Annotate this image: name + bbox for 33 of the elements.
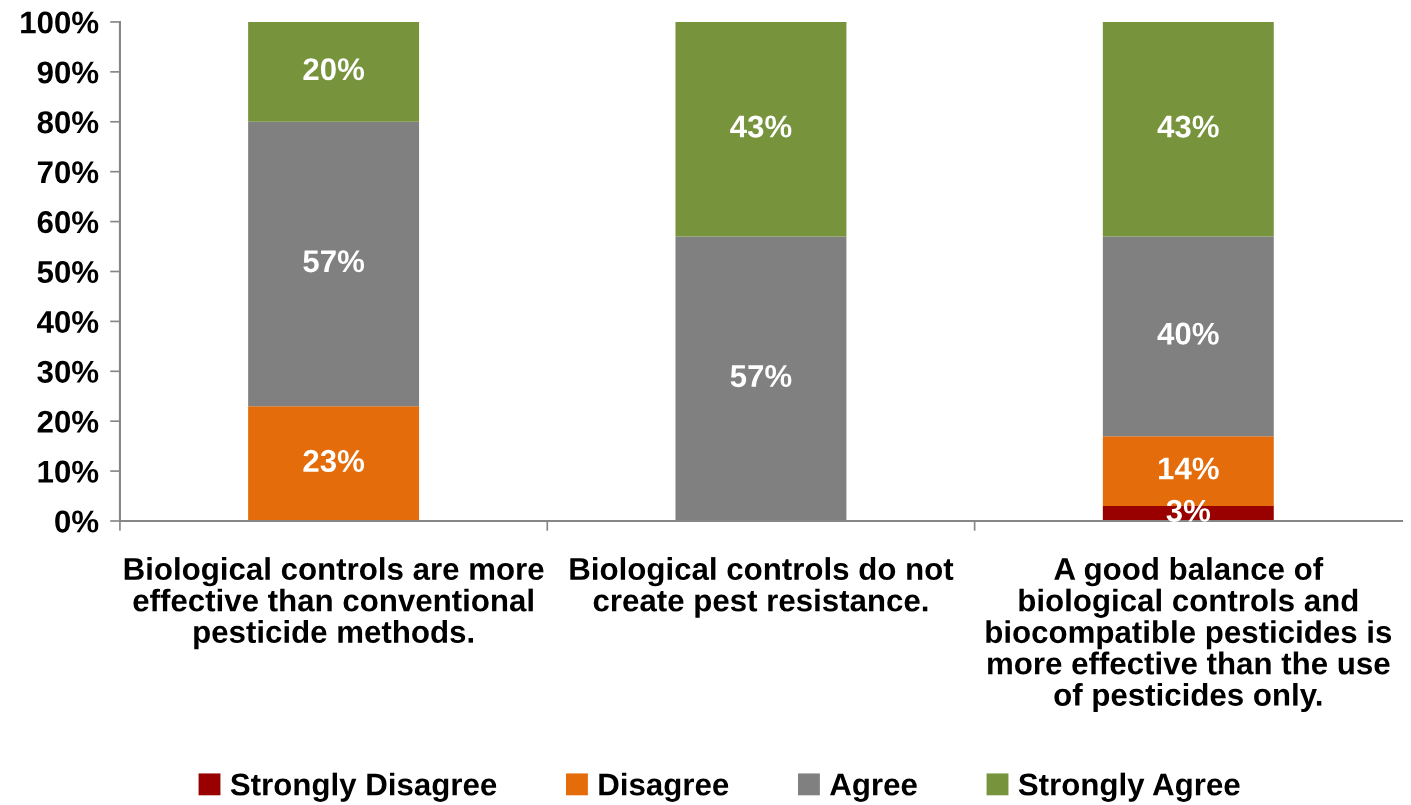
legend-label: Strongly Disagree (230, 772, 497, 802)
data-label: 20% (303, 58, 365, 81)
y-tick-label: 10% (38, 460, 99, 483)
data-label: 57% (303, 250, 365, 273)
data-label: 43% (730, 115, 792, 138)
data-label: 43% (1157, 115, 1219, 138)
bar (248, 21, 420, 122)
bar (1102, 21, 1274, 237)
legend-label: Strongly Agree (1018, 772, 1240, 802)
data-label: 14% (1158, 457, 1219, 480)
y-tick-label: 70% (37, 161, 99, 184)
y-tick-label: 20% (37, 410, 99, 433)
data-label: 3% (1166, 499, 1211, 522)
y-tick-label: 100% (21, 11, 99, 34)
x-tick-label: A good balance of biological controls and biocompatible pesticides is more effective than the use of pesticides only. (986, 557, 1392, 713)
data-label: 57% (730, 365, 792, 388)
y-tick-label: 50% (37, 260, 99, 284)
bar (248, 121, 420, 407)
legend-label: Agree (830, 773, 917, 802)
bar (1102, 236, 1274, 437)
y-tick-label: 80% (37, 111, 99, 134)
bar (248, 406, 420, 521)
y-tick-label: 40% (37, 310, 99, 334)
x-tick-label: Biological controls do not create pest resistance. (570, 557, 954, 618)
y-tick-label: 0% (55, 510, 99, 533)
data-label: 23% (303, 449, 365, 473)
y-tick-label: 60% (37, 211, 99, 234)
bar (675, 21, 847, 237)
y-tick-label: 90% (37, 61, 99, 84)
y-tick-label: 30% (37, 360, 99, 383)
x-tick-label: Biological controls are more effective than conventional pesticide methods. (124, 557, 544, 650)
data-label: 40% (1157, 322, 1219, 345)
legend-label: Disagree (599, 772, 729, 802)
